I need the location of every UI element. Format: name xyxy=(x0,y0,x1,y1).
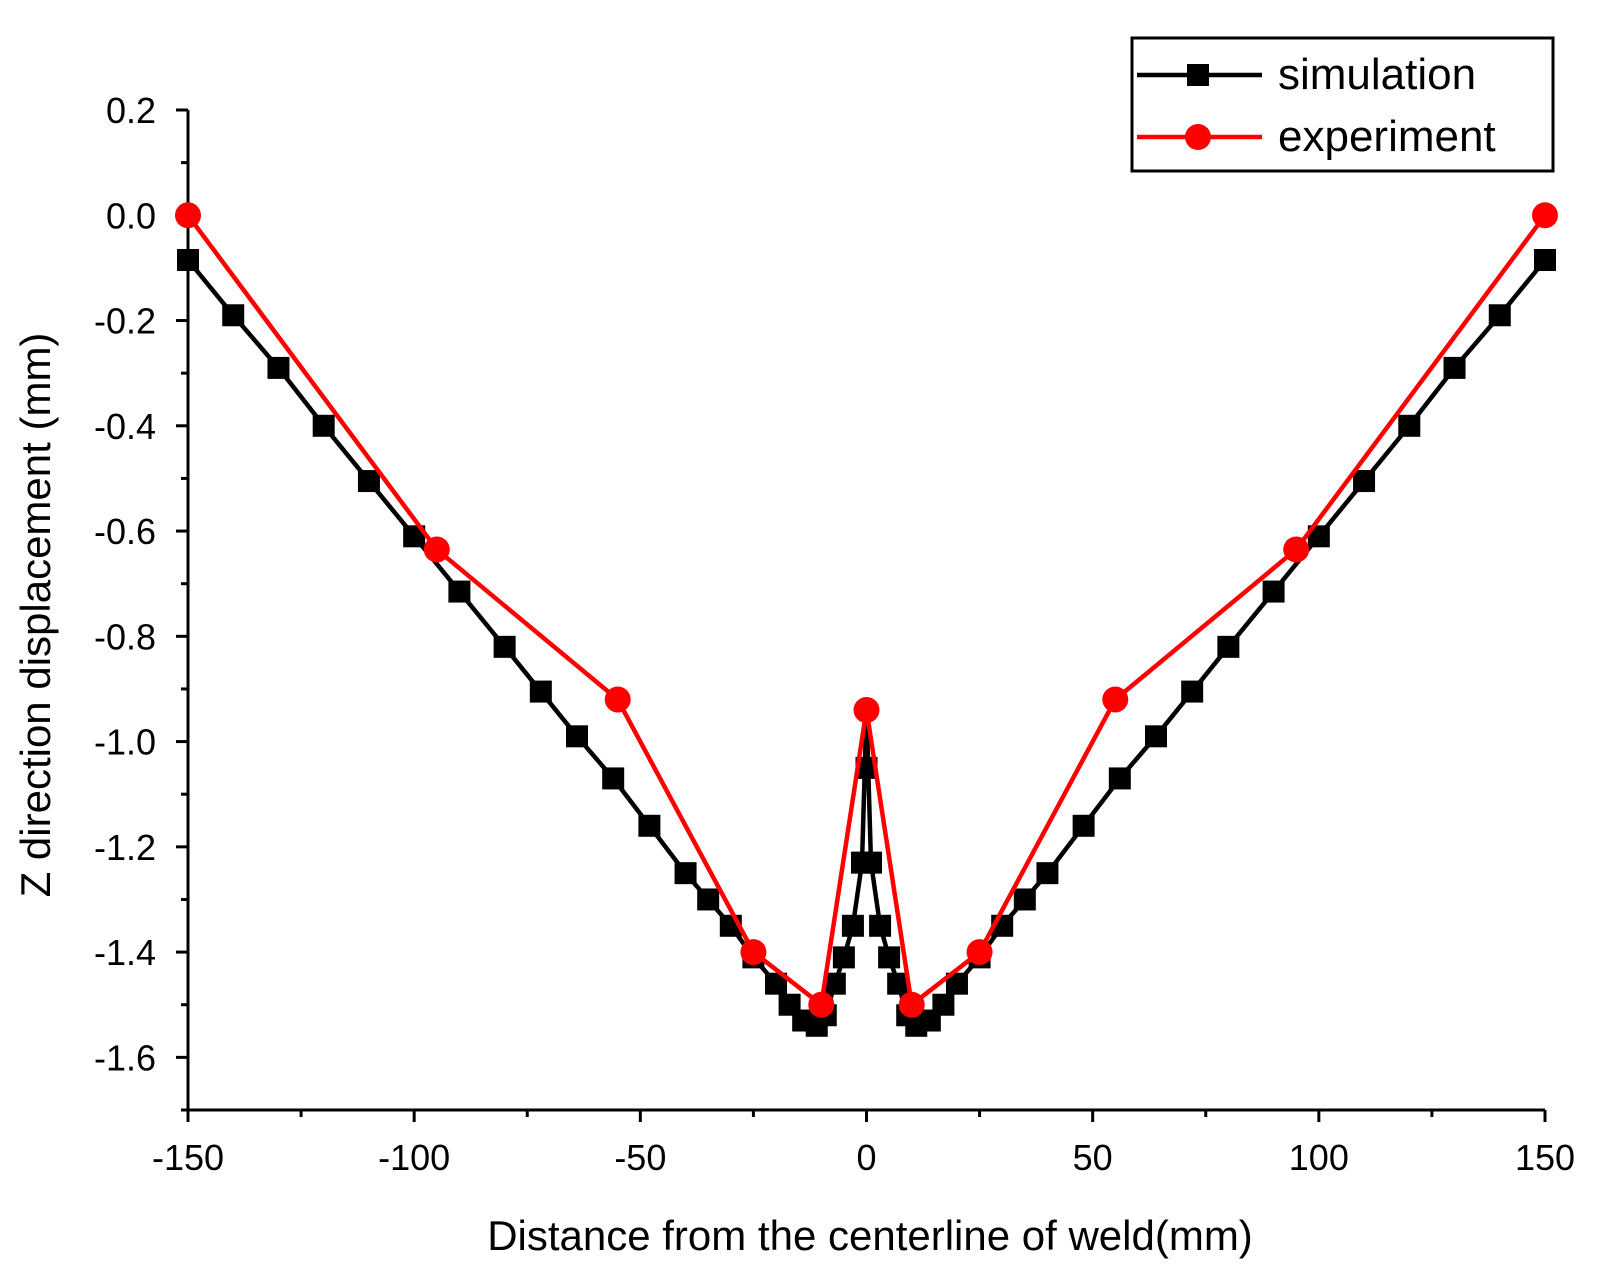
data-point-simulation xyxy=(312,414,335,437)
y-tick-label: -0.2 xyxy=(94,301,156,342)
series-layer xyxy=(175,202,1558,1037)
data-point-simulation xyxy=(357,470,380,493)
data-point-simulation xyxy=(638,814,661,837)
data-point-simulation xyxy=(697,888,720,911)
data-point-simulation xyxy=(765,972,788,995)
x-tick-label: 50 xyxy=(1073,1137,1113,1178)
series-experiment xyxy=(175,202,1558,1018)
y-tick-label: -0.6 xyxy=(94,511,156,552)
data-point-simulation xyxy=(493,635,516,658)
data-point-simulation xyxy=(841,914,864,937)
x-tick-label: -50 xyxy=(614,1137,666,1178)
y-axis-title: Z direction displacement (mm) xyxy=(12,333,59,898)
axes: -150 -100 -50 0 50 100 150 0.2 0.0 -0.2 -0.4 -0.6 -0… xyxy=(94,90,1575,1178)
legend-label-simulation: simulation xyxy=(1278,50,1476,99)
data-point-simulation xyxy=(448,580,471,603)
data-point-simulation xyxy=(222,304,245,327)
series-simulation xyxy=(177,249,1556,1037)
x-tick-label: -100 xyxy=(378,1137,450,1178)
legend-item-experiment: experiment xyxy=(1137,112,1496,161)
y-tick-label: -1.6 xyxy=(94,1037,156,1078)
data-point-simulation xyxy=(860,851,883,874)
data-point-simulation xyxy=(1108,767,1131,790)
data-point-simulation xyxy=(869,914,892,937)
legend-label-experiment: experiment xyxy=(1278,112,1496,161)
data-point-experiment xyxy=(1102,686,1129,713)
legend-item-simulation: simulation xyxy=(1137,50,1476,99)
data-point-simulation xyxy=(1443,356,1466,379)
data-point-experiment xyxy=(966,939,993,966)
data-point-experiment xyxy=(1532,202,1558,229)
data-point-simulation xyxy=(1013,888,1036,911)
x-tick-label: 100 xyxy=(1289,1137,1349,1178)
data-point-simulation xyxy=(1534,249,1556,271)
data-point-simulation xyxy=(887,972,910,995)
data-point-experiment xyxy=(175,202,201,229)
data-point-simulation xyxy=(1353,470,1376,493)
data-point-simulation xyxy=(674,862,697,885)
series-line-simulation xyxy=(186,258,1547,1029)
y-tick-label: -1.0 xyxy=(94,722,156,763)
data-point-simulation xyxy=(529,680,552,703)
data-point-experiment xyxy=(604,686,631,713)
data-point-simulation xyxy=(1488,304,1511,327)
data-point-simulation xyxy=(932,993,955,1016)
legend: simulation experiment xyxy=(1130,36,1555,173)
data-point-simulation xyxy=(602,767,625,790)
y-tick-label: -1.2 xyxy=(94,827,156,868)
data-point-experiment xyxy=(853,697,880,723)
data-point-simulation xyxy=(878,946,901,969)
data-point-simulation xyxy=(177,249,199,271)
data-point-simulation xyxy=(1217,635,1240,658)
x-tick-label: 150 xyxy=(1515,1137,1575,1178)
data-point-experiment xyxy=(740,939,767,966)
y-tick-label: 0.2 xyxy=(106,90,156,131)
y-tick-label: 0.0 xyxy=(106,195,156,236)
data-point-simulation xyxy=(1144,725,1167,748)
data-point-simulation xyxy=(1072,814,1095,837)
data-point-simulation xyxy=(823,972,846,995)
legend-marker-simulation xyxy=(1187,64,1209,86)
data-point-simulation xyxy=(566,725,589,748)
data-point-experiment xyxy=(423,536,450,563)
data-point-simulation xyxy=(1181,680,1204,703)
data-point-simulation xyxy=(1307,525,1330,548)
x-tick-label: -150 xyxy=(152,1137,224,1178)
data-point-simulation xyxy=(403,525,426,548)
data-point-simulation xyxy=(855,756,878,779)
series-line-experiment xyxy=(186,213,1547,1009)
y-tick-label: -1.4 xyxy=(94,932,156,973)
data-point-experiment xyxy=(1283,536,1310,563)
data-point-experiment xyxy=(898,991,925,1018)
data-point-simulation xyxy=(1262,580,1285,603)
y-tick-label: -0.4 xyxy=(94,406,156,447)
x-tick-label: 0 xyxy=(856,1137,876,1178)
x-axis-title: Distance from the centerline of weld(mm) xyxy=(487,1212,1253,1259)
legend-marker-experiment xyxy=(1185,124,1211,150)
data-point-simulation xyxy=(1036,862,1059,885)
data-point-simulation xyxy=(945,972,968,995)
data-point-experiment xyxy=(808,991,835,1018)
data-point-simulation xyxy=(267,356,290,379)
data-point-simulation xyxy=(1398,414,1421,437)
y-tick-label: -0.8 xyxy=(94,616,156,657)
data-point-simulation xyxy=(832,946,855,969)
